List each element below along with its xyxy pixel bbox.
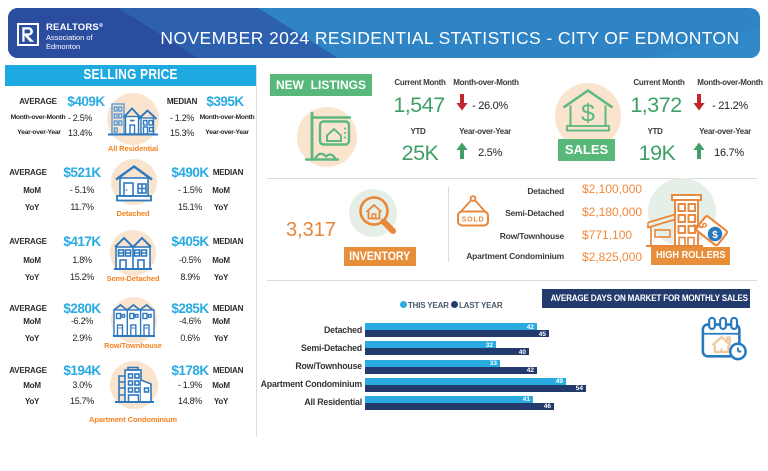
svg-text:$: $ [581, 100, 595, 128]
svg-text:$: $ [712, 230, 718, 241]
svg-text:SOLD: SOLD [462, 217, 485, 224]
